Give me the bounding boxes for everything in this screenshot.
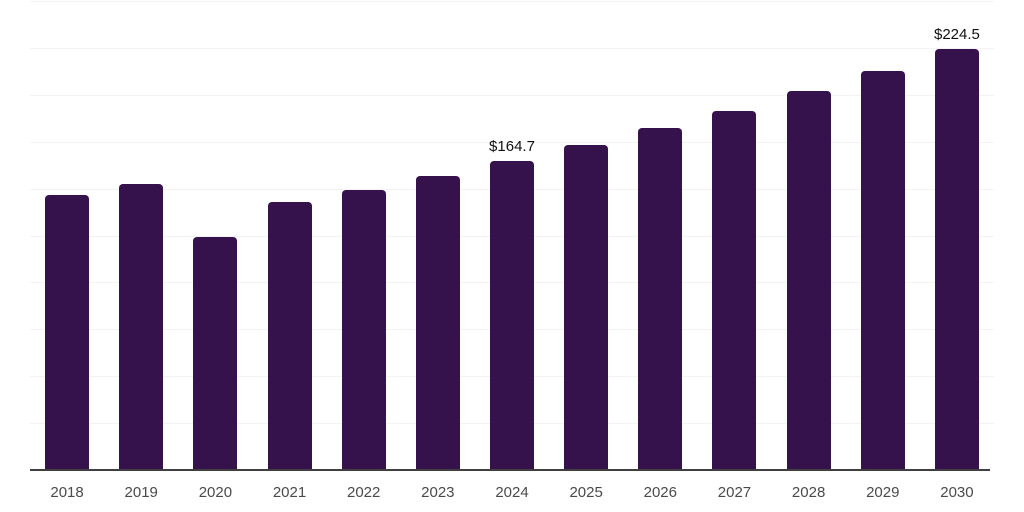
x-tick-2029: 2029 [866,484,900,501]
x-tick-2021: 2021 [272,484,307,501]
x-tick-2018: 2018 [50,484,84,501]
bar-2025 [564,145,609,470]
bar-2029 [860,71,905,470]
gridline-200 [30,94,994,96]
plot-area: $164.7 $224.5 [30,1,994,470]
x-tick-2023: 2023 [421,484,455,501]
x-tick-2026: 2026 [643,484,677,501]
x-axis-line [30,469,990,471]
x-axis-labels: 2018 2019 2020 2021 2022 2023 2024 2025 2026 2027… [30,484,994,505]
bar-2019 [119,184,164,470]
x-tick-2025: 2025 [569,484,603,501]
x-tick-2030: 2030 [940,484,974,501]
bar-2022 [341,189,386,470]
gridline-225 [30,47,994,49]
bar-2028 [786,91,831,470]
x-tick-2019: 2019 [124,484,158,501]
x-tick-2028: 2028 [791,484,826,501]
bar-2030 [934,48,979,470]
bar-2021 [267,202,312,470]
bar-2027 [712,111,757,470]
bar-2024 [490,161,534,470]
bar-2026 [638,128,683,470]
x-tick-2020: 2020 [198,484,233,501]
x-tick-2024: 2024 [495,484,529,501]
data-label-2024: $164.7 [489,138,535,156]
gridline-175 [30,141,994,143]
x-tick-2022: 2022 [347,484,381,501]
bar-2020 [193,236,238,470]
data-label-2030: $224.5 [933,25,980,43]
bar-2018 [45,195,90,470]
x-tick-2027: 2027 [717,484,752,501]
gridline-250 [30,1,994,2]
bar-2023 [415,176,460,470]
